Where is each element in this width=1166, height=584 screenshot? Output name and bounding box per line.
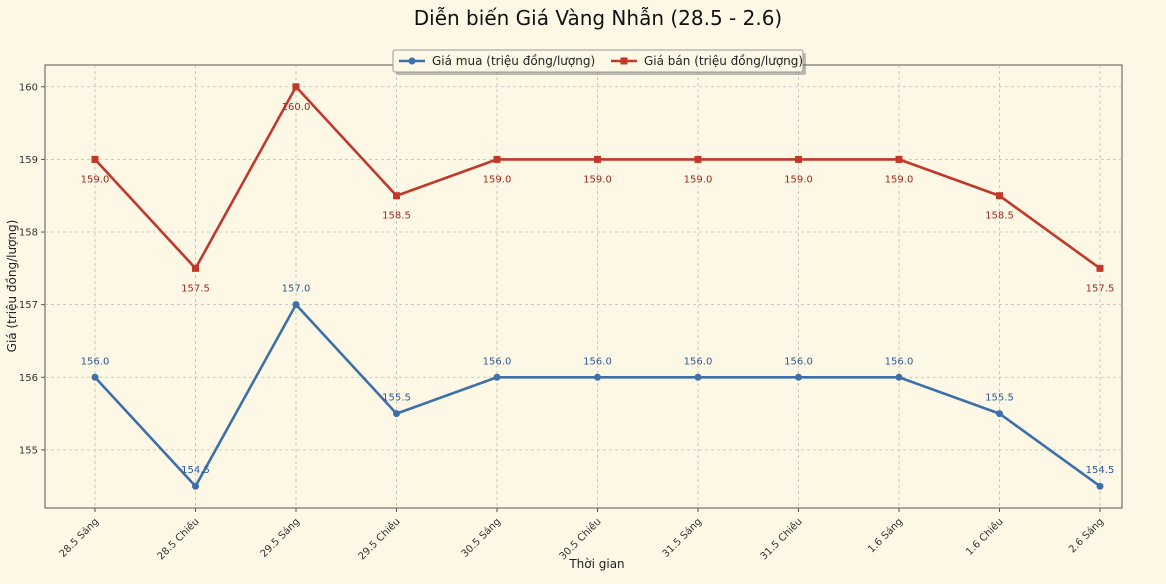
x-tick-label: 28.5 Sáng bbox=[57, 516, 101, 560]
x-tick-label: 28.5 Chiều bbox=[155, 516, 202, 563]
data-label: 156.0 bbox=[81, 356, 110, 367]
x-tick-label: 30.5 Chiều bbox=[557, 516, 604, 563]
data-point bbox=[192, 264, 199, 272]
y-tick-label: 158 bbox=[19, 228, 38, 239]
data-point bbox=[594, 155, 601, 163]
data-point bbox=[393, 192, 400, 200]
data-label: 156.0 bbox=[784, 356, 813, 367]
data-label: 157.5 bbox=[1086, 283, 1115, 294]
data-label: 158.5 bbox=[985, 211, 1014, 222]
data-point bbox=[493, 373, 501, 381]
x-tick-label: 31.5 Sáng bbox=[660, 516, 704, 560]
y-axis-label: Giá (triệu đồng/lượng) bbox=[5, 220, 19, 353]
data-label: 156.0 bbox=[885, 356, 914, 367]
chart-title: Diễn biến Giá Vàng Nhẫn (28.5 - 2.6) bbox=[414, 6, 782, 30]
y-tick-label: 160 bbox=[19, 82, 38, 93]
legend-label: Giá bán (triệu đồng/lượng) bbox=[644, 54, 803, 68]
data-point bbox=[91, 155, 99, 163]
y-axis-ticks: 155 156 157 158 159 160 bbox=[19, 82, 45, 456]
data-label: 155.5 bbox=[382, 393, 411, 404]
legend-marker bbox=[620, 57, 628, 65]
data-label: 159.0 bbox=[684, 174, 713, 185]
x-tick-label: 30.5 Sáng bbox=[459, 516, 503, 560]
data-label: 159.0 bbox=[784, 174, 813, 185]
data-label: 159.0 bbox=[583, 174, 612, 185]
data-labels: 156.0 154.5 157.0 155.5 156.0 156.0 156.0 156.0… bbox=[81, 102, 1115, 476]
x-tick-label: 2.6 Sáng bbox=[1066, 516, 1106, 556]
x-axis-label: Thời gian bbox=[568, 557, 624, 571]
data-label: 157.5 bbox=[181, 283, 210, 294]
data-label: 160.0 bbox=[282, 102, 311, 113]
data-label: 154.5 bbox=[1086, 465, 1115, 476]
y-tick-label: 156 bbox=[19, 373, 38, 384]
x-tick-label: 31.5 Chiều bbox=[758, 516, 805, 563]
series-layer bbox=[91, 83, 1104, 490]
data-point bbox=[895, 155, 903, 163]
data-point bbox=[292, 83, 300, 91]
data-label: 159.0 bbox=[885, 174, 914, 185]
data-label: 156.0 bbox=[483, 356, 512, 367]
data-point bbox=[694, 373, 702, 381]
x-tick-label: 29.5 Sáng bbox=[258, 516, 302, 560]
data-point bbox=[292, 301, 300, 309]
data-point bbox=[795, 373, 802, 381]
data-label: 158.5 bbox=[382, 211, 411, 222]
data-point bbox=[192, 482, 199, 490]
x-tick-label: 1.6 Chiều bbox=[963, 516, 1005, 558]
data-point bbox=[694, 155, 702, 163]
data-label: 156.0 bbox=[583, 356, 612, 367]
legend-marker bbox=[408, 57, 416, 65]
data-point bbox=[895, 373, 903, 381]
data-label: 159.0 bbox=[483, 174, 512, 185]
x-tick-label: 29.5 Chiều bbox=[356, 516, 403, 563]
data-label: 155.5 bbox=[985, 393, 1014, 404]
data-point bbox=[493, 155, 501, 163]
legend-box bbox=[392, 49, 804, 73]
data-point bbox=[1096, 482, 1104, 490]
y-tick-label: 157 bbox=[19, 300, 38, 311]
grid-lines bbox=[45, 65, 1122, 508]
data-label: 157.0 bbox=[282, 284, 311, 295]
y-tick-label: 159 bbox=[19, 155, 38, 166]
legend-label: Giá mua (triệu đồng/lượng) bbox=[432, 54, 595, 68]
data-point bbox=[996, 192, 1003, 200]
data-label: 154.5 bbox=[181, 465, 210, 476]
data-point bbox=[594, 373, 601, 381]
data-label: 159.0 bbox=[81, 174, 110, 185]
data-point bbox=[91, 373, 99, 381]
data-point bbox=[996, 410, 1003, 418]
y-tick-label: 155 bbox=[19, 445, 38, 456]
data-point bbox=[795, 155, 802, 163]
data-point bbox=[1096, 264, 1104, 272]
x-tick-label: 1.6 Sáng bbox=[865, 516, 905, 556]
data-label: 156.0 bbox=[684, 356, 713, 367]
data-point bbox=[393, 410, 400, 418]
legend: Giá mua (triệu đồng/lượng) Giá bán (triệu… bbox=[392, 49, 806, 75]
x-axis-ticks: 28.5 Sáng 28.5 Chiều 29.5 Sáng 29.5 Chiều 30… bbox=[57, 508, 1106, 562]
